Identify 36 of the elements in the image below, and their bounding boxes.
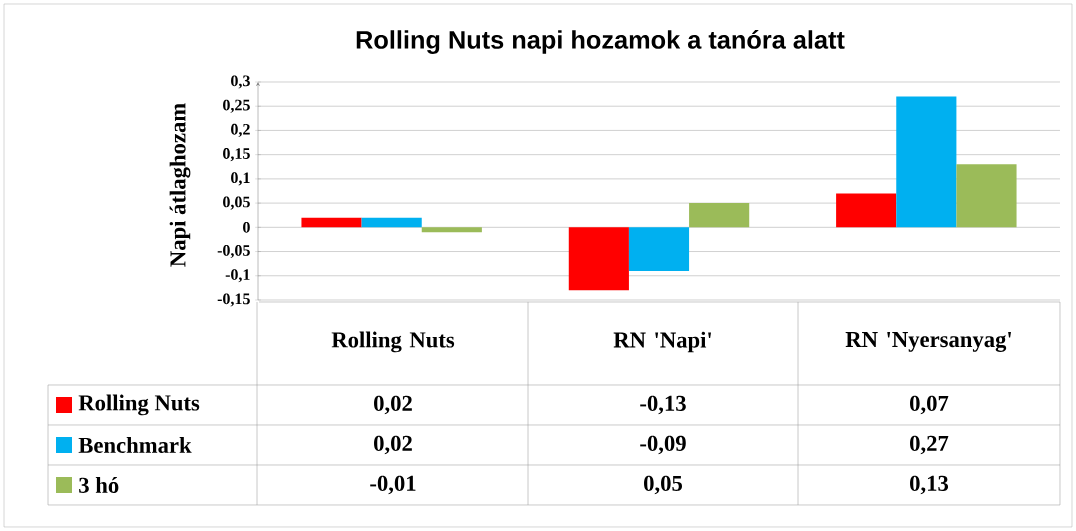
- y-tick-label: 0,2: [231, 123, 250, 137]
- data-label: 0,07: [910, 395, 949, 415]
- bar: [421, 227, 482, 233]
- y-axis-title: Napi átlaghozam: [169, 103, 191, 267]
- legend-label: Benchmark: [78, 437, 192, 453]
- y-tick-label: 0,15: [223, 148, 250, 162]
- bar: [896, 96, 957, 228]
- x-tick-label: Rolling Nuts: [331, 331, 455, 353]
- data-label: 0,02: [374, 435, 412, 455]
- y-tick-label: 0,05: [223, 196, 250, 210]
- legend-label: Rolling Nuts: [78, 394, 200, 416]
- y-tick-label: 0,1: [231, 172, 250, 186]
- chart-title: Rolling Nuts napi hozamok a tanóra alatt: [356, 30, 845, 54]
- y-tick-label: 0,3: [231, 75, 250, 89]
- data-label: 0,27: [910, 435, 949, 455]
- bar: [568, 227, 629, 291]
- y-tick-label: 0: [243, 221, 250, 233]
- bar: [628, 227, 690, 271]
- data-label: -0,09: [640, 435, 686, 455]
- y-tick-label: -0,15: [217, 293, 250, 307]
- bar: [361, 217, 422, 228]
- x-tick-label: RN 'Napi': [613, 331, 712, 353]
- data-label: -0,01: [370, 475, 416, 495]
- bar: [689, 203, 750, 228]
- legend-label: 3 hó: [79, 477, 119, 493]
- x-tick-label: RN 'Nyersanyag': [845, 332, 1011, 352]
- bar: [836, 193, 897, 228]
- y-tick-label: -0,05: [217, 244, 250, 259]
- y-tick-label: 0,25: [223, 99, 250, 113]
- data-label: -0,13: [640, 395, 686, 415]
- data-label: 0,13: [910, 475, 949, 495]
- data-label: 0,05: [644, 475, 682, 495]
- bar: [301, 217, 362, 228]
- bar: [956, 164, 1017, 228]
- y-tick-label: -0,1: [225, 269, 250, 283]
- data-label: 0,02: [374, 395, 412, 415]
